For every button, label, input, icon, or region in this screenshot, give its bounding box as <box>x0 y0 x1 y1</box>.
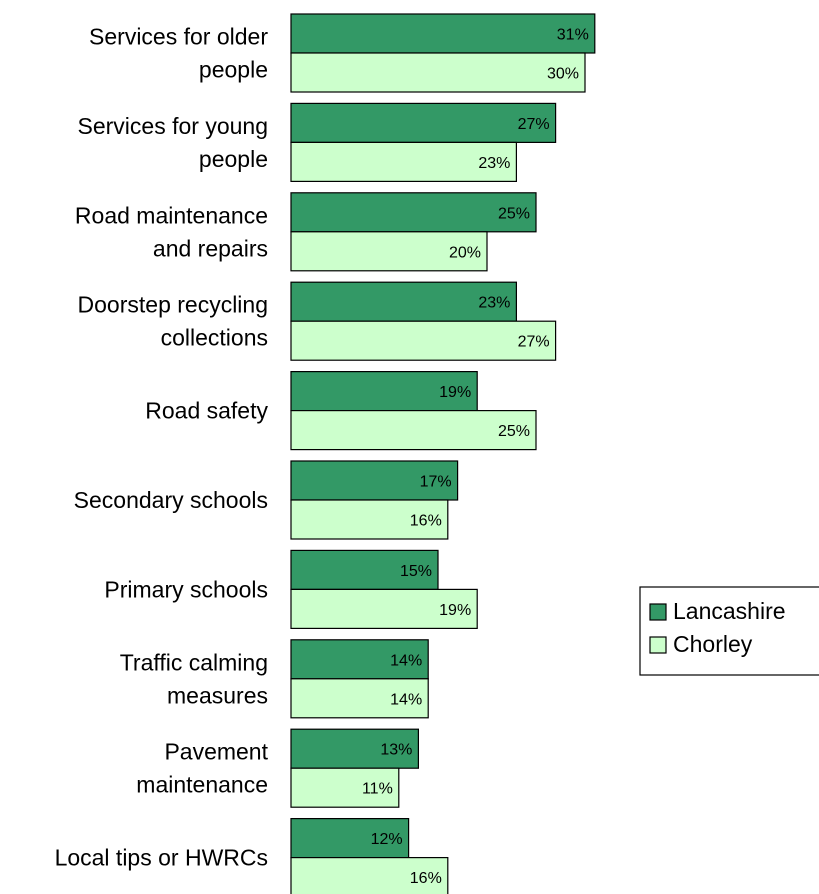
data-label-chorley-pavement-maintenance: 11% <box>362 781 393 798</box>
category-label-local-tips-or-hwrcs: Local tips or HWRCs <box>55 845 268 871</box>
bar-chorley-local-tips-or-hwrcs <box>290 856 449 894</box>
bar-chorley-road-safety <box>290 410 537 451</box>
category-label-services-for-young-people: Services for young people <box>78 113 268 172</box>
legend-swatch-chorley <box>649 636 667 654</box>
legend-label-lancashire: Lancashire <box>673 598 786 624</box>
bar-chorley-road-maintenance-and-repairs <box>290 231 488 272</box>
bar-lancashire-traffic-calming-measures <box>290 639 429 680</box>
data-label-lancashire-road-safety: 19% <box>439 384 471 401</box>
bar-chorley-primary-schools <box>290 588 478 630</box>
category-label-primary-schools: Primary schools <box>104 576 268 602</box>
data-label-lancashire-services-for-older-people: 31% <box>557 27 589 44</box>
data-label-lancashire-road-maintenance-and-repairs: 25% <box>498 205 530 222</box>
data-label-chorley-local-tips-or-hwrcs: 16% <box>410 870 442 887</box>
data-label-chorley-road-maintenance-and-repairs: 20% <box>449 244 481 261</box>
category-label-secondary-schools: Secondary schools <box>74 487 268 513</box>
bar-chorley-pavement-maintenance <box>290 767 400 808</box>
legend-box <box>639 586 819 676</box>
data-label-chorley-primary-schools: 19% <box>439 602 471 619</box>
bar-chorley-services-for-young-people <box>290 141 517 182</box>
category-label-services-for-older-people: Services for older people <box>89 24 268 83</box>
data-label-lancashire-secondary-schools: 17% <box>420 474 452 491</box>
bar-chorley-services-for-older-people <box>290 52 586 93</box>
data-label-lancashire-primary-schools: 15% <box>400 563 432 580</box>
data-label-chorley-secondary-schools: 16% <box>410 513 442 530</box>
category-label-traffic-calming-measures: Traffic calming measures <box>120 649 268 708</box>
bar-lancashire-services-for-older-people <box>290 13 596 54</box>
data-label-chorley-services-for-young-people: 23% <box>478 155 510 172</box>
bar-chorley-doorstep-recycling-collections <box>290 320 557 361</box>
category-label-pavement-maintenance: Pavement maintenance <box>136 739 268 798</box>
data-label-lancashire-local-tips-or-hwrcs: 12% <box>371 831 403 848</box>
bar-lancashire-road-maintenance-and-repairs <box>290 192 537 233</box>
legend: Lancashire Chorley <box>639 586 819 676</box>
data-label-chorley-road-safety: 25% <box>498 423 530 440</box>
data-label-lancashire-pavement-maintenance: 13% <box>380 742 412 759</box>
data-label-chorley-services-for-older-people: 30% <box>547 66 579 83</box>
bar-lancashire-services-for-young-people <box>290 102 557 144</box>
bars-group: 31% 30% 27% 23% 25% 20% 23% 27% 19% 25% 17% 16% 15% 1… <box>290 13 596 894</box>
data-label-chorley-traffic-calming-measures: 14% <box>390 691 422 708</box>
category-label-road-maintenance-and-repairs: Road maintenance and repairs <box>75 202 268 261</box>
data-label-chorley-doorstep-recycling-collections: 27% <box>518 334 550 351</box>
bar-chorley-secondary-schools <box>290 499 449 540</box>
category-labels: Services for older people Services for you… <box>55 24 269 871</box>
bar-lancashire-doorstep-recycling-collections <box>290 281 517 322</box>
data-label-lancashire-traffic-calming-measures: 14% <box>390 652 422 669</box>
data-label-lancashire-services-for-young-people: 27% <box>518 116 550 133</box>
legend-label-chorley: Chorley <box>673 631 753 657</box>
legend-swatch-lancashire <box>649 603 667 621</box>
category-label-doorstep-recycling-collections: Doorstep recycling collections <box>78 292 268 351</box>
bar-chorley-traffic-calming-measures <box>290 678 429 719</box>
data-label-lancashire-doorstep-recycling-collections: 23% <box>478 295 510 312</box>
category-label-road-safety: Road safety <box>145 398 268 424</box>
